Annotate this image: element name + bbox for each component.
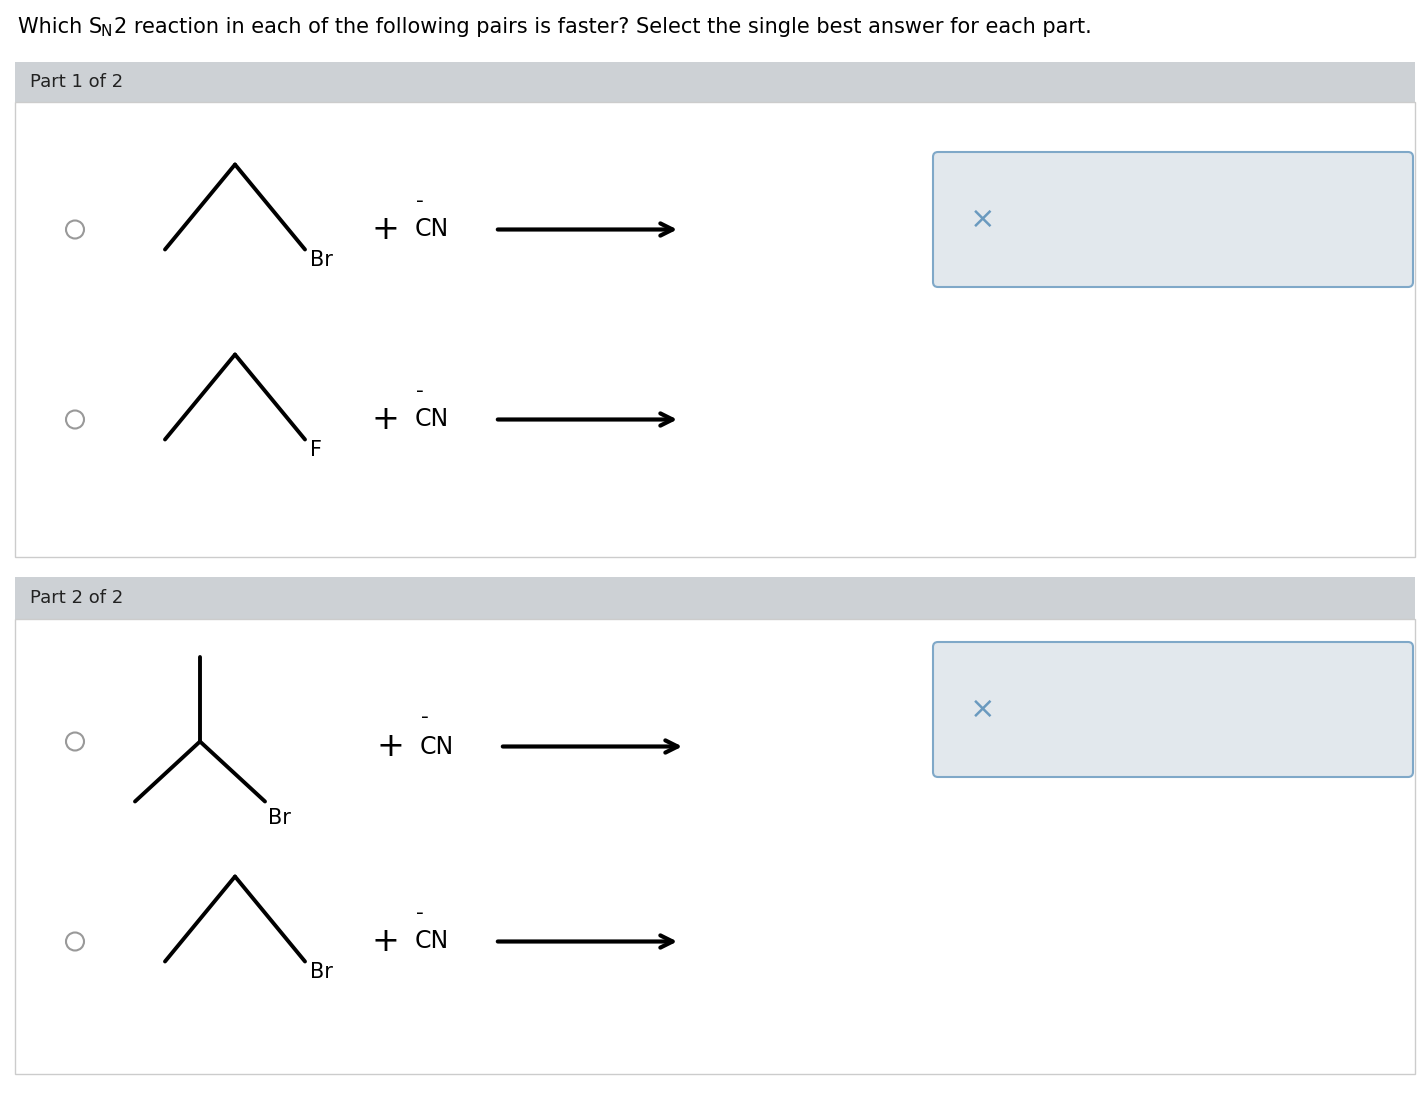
Circle shape [66,933,84,951]
Text: Br: Br [268,808,291,828]
Text: CN: CN [415,218,449,241]
Text: Part 1 of 2: Part 1 of 2 [30,73,123,91]
Text: +: + [371,403,399,436]
Text: Which S: Which S [19,17,103,37]
Circle shape [66,410,84,428]
Text: CN: CN [415,930,449,953]
Text: ¯: ¯ [421,716,429,735]
Text: CN: CN [415,407,449,431]
Bar [16,619,1415,1074]
Text: F: F [309,439,322,459]
Text: CN: CN [421,735,455,758]
Bar [16,62,1415,102]
FancyBboxPatch shape [933,642,1413,777]
Circle shape [66,220,84,238]
Text: Br: Br [309,249,332,269]
Bar [16,102,1415,557]
Bar [16,577,1415,619]
Text: ¯: ¯ [415,389,425,408]
FancyBboxPatch shape [933,152,1413,287]
Circle shape [66,733,84,751]
Text: +: + [371,925,399,959]
Text: N: N [101,24,113,40]
Text: ×: × [970,695,995,724]
Text: Br: Br [309,962,332,982]
Text: ×: × [970,205,995,234]
Text: 2 reaction in each of the following pairs is faster? Select the single best answ: 2 reaction in each of the following pair… [114,17,1092,37]
Text: +: + [371,214,399,246]
Text: Part 2 of 2: Part 2 of 2 [30,589,123,607]
Text: +: + [376,729,404,763]
Text: ¯: ¯ [415,912,425,931]
Text: ¯: ¯ [415,199,425,218]
